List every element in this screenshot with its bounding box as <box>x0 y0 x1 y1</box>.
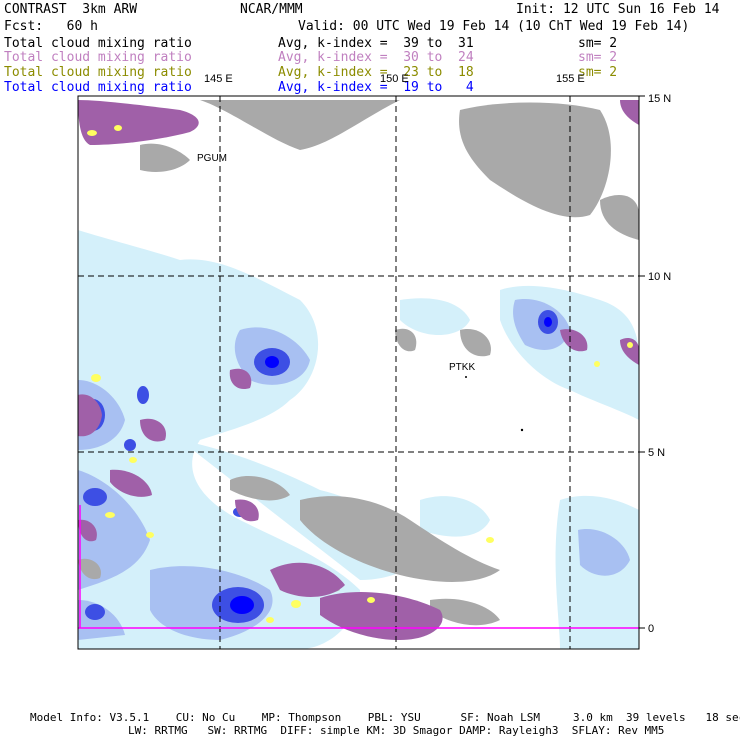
lon-label-150: 150 E <box>380 73 409 85</box>
legend-range-1: Avg, k-index = 39 to 31 <box>278 36 474 51</box>
legend-range-2: Avg, k-index = 30 to 24 <box>278 50 474 65</box>
legend-field-2: Total cloud mixing ratio <box>4 50 192 65</box>
legend-field-4: Total cloud mixing ratio <box>4 80 192 95</box>
lat-lon-grid <box>78 96 639 649</box>
legend-range-4: Avg, k-index = 19 to 4 <box>278 80 474 95</box>
tick-marks <box>639 95 645 629</box>
yellow-cloud-field <box>87 125 633 623</box>
valid-time: Valid: 00 UTC Wed 19 Feb 14 (10 ChT Wed … <box>298 19 690 34</box>
model-title: CONTRAST 3km ARW <box>4 2 138 17</box>
island-marker <box>520 428 524 432</box>
legend-field-3: Total cloud mixing ratio <box>4 65 192 80</box>
init-time: Init: 12 UTC Sun 16 Feb 14 <box>516 2 720 17</box>
purple-cloud-field <box>78 100 639 640</box>
station-ptkk: PTKK <box>449 362 475 373</box>
lat-label-10n: 10 N <box>648 271 671 283</box>
legend-sm-2: sm= 2 <box>578 50 618 65</box>
station-ptkk-marker <box>465 376 467 378</box>
station-pgum: PGUM <box>197 153 227 164</box>
legend-sm-1: sm= 2 <box>578 36 618 51</box>
legend-field-1: Total cloud mixing ratio <box>4 36 192 51</box>
lon-label-155: 155 E <box>556 73 585 85</box>
model-info-line-1: Model Info: V3.5.1 CU: No Cu MP: Thompso… <box>30 711 740 724</box>
lat-label-0: 0 <box>648 623 654 635</box>
lon-label-145: 145 E <box>204 73 233 85</box>
legend-sm-3: sm= 2 <box>578 65 618 80</box>
legend-range-3: Avg, k-index = 23 to 18 <box>278 65 474 80</box>
lat-label-5n: 5 N <box>648 447 665 459</box>
map-fields <box>78 100 639 649</box>
map-frame <box>77 95 640 650</box>
lat-label-15n: 15 N <box>648 93 671 105</box>
organization: NCAR/MMM <box>240 2 303 17</box>
forecast-hour: Fcst: 60 h <box>4 19 98 34</box>
model-info-line-2: LW: RRTMG SW: RRTMG DIFF: simple KM: 3D … <box>128 724 665 737</box>
